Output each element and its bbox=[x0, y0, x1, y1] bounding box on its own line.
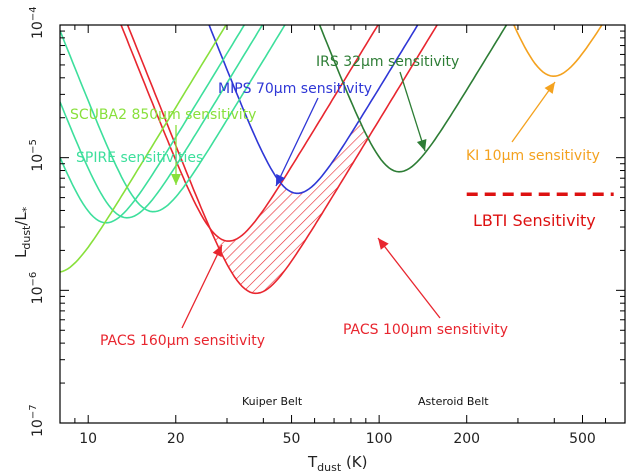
label-pacs160: PACS 160µm sensitivity bbox=[100, 333, 265, 349]
arrow-shaft bbox=[275, 97, 319, 187]
curve-pacs-160-m bbox=[126, 25, 439, 295]
x-tick-label: 200 bbox=[453, 431, 480, 447]
detectable-region-hatch bbox=[211, 121, 368, 294]
y-tick-label: 10−6 bbox=[28, 272, 46, 305]
arrow-shaft bbox=[377, 237, 441, 319]
x-tick-label: 50 bbox=[283, 431, 301, 447]
label-ki: KI 10µm sensitivity bbox=[466, 148, 600, 164]
curve-ki-10-m bbox=[513, 25, 603, 78]
label-kuiper-belt: Kuiper Belt bbox=[242, 395, 303, 408]
arrow-shaft bbox=[511, 81, 556, 143]
curve-scuba2-850-m bbox=[60, 25, 227, 273]
arrow-head bbox=[416, 139, 427, 151]
arrow-head bbox=[378, 238, 389, 250]
axis-ticks: 10 20 50 100 200 500 10−7 10−6 10−5 10−4 bbox=[28, 6, 626, 447]
ki-arrow bbox=[511, 81, 556, 143]
irs-arrow bbox=[399, 71, 427, 152]
y-axis-title: Ldust/L* bbox=[12, 206, 33, 258]
x-axis-title: Tdust (K) bbox=[307, 453, 367, 474]
x-tick-label: 100 bbox=[366, 431, 393, 447]
pacs100-arrow bbox=[377, 237, 441, 319]
label-asteroid-belt: Asteroid Belt bbox=[418, 395, 489, 408]
y-tick-label: 10−5 bbox=[28, 139, 46, 172]
curve-spire-350-m bbox=[60, 25, 264, 219]
x-tick-label: 500 bbox=[569, 431, 596, 447]
arrow-head bbox=[544, 82, 555, 94]
label-spire: SPIRE sensitivities bbox=[76, 150, 203, 166]
label-lbti: LBTI Sensitivity bbox=[473, 211, 596, 230]
curve-irs-32-m bbox=[318, 25, 508, 173]
arrow-head bbox=[212, 245, 222, 258]
x-tick-label: 10 bbox=[79, 431, 97, 447]
spire-arrow bbox=[171, 125, 181, 185]
arrow-shaft bbox=[181, 244, 223, 329]
label-mips: MIPS 70µm sensitivity bbox=[218, 81, 372, 97]
mips-arrow bbox=[275, 97, 319, 187]
arrow-head bbox=[276, 173, 286, 186]
label-irs: IRS 32µm sensitivity bbox=[316, 54, 459, 70]
annotation-arrows bbox=[171, 71, 556, 329]
arrow-shaft bbox=[399, 71, 426, 152]
plot-area bbox=[60, 25, 603, 295]
curve-spire-500-m bbox=[60, 25, 246, 224]
y-tick-label: 10−4 bbox=[28, 6, 46, 39]
label-scuba: SCUBA2 850µm sensitivity bbox=[70, 107, 256, 123]
curve-spire-250-m bbox=[60, 25, 286, 213]
curve-mips-70-m bbox=[208, 25, 419, 195]
pacs160-arrow bbox=[181, 244, 223, 329]
y-tick-label: 10−7 bbox=[28, 404, 46, 437]
arrow-head bbox=[171, 174, 181, 185]
plot-frame bbox=[59, 24, 626, 424]
sensitivity-curves bbox=[60, 25, 603, 295]
label-pacs100: PACS 100µm sensitivity bbox=[343, 322, 508, 338]
x-tick-label: 20 bbox=[167, 431, 185, 447]
